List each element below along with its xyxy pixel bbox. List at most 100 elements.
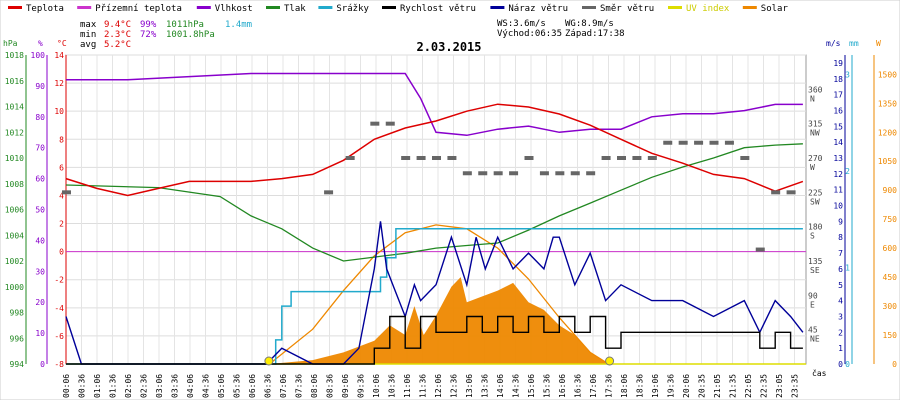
axis-time-tick: 00:06 [62, 374, 71, 398]
stat-min-press: 1001.8hPa [166, 30, 215, 40]
axis-dir-tick: 270 [808, 154, 823, 163]
series-rain [66, 228, 803, 365]
axis-ms-tick: 4 [838, 297, 843, 306]
wind-direction-mark [694, 140, 704, 145]
axis-time-tick: 06:36 [264, 374, 273, 398]
legend-label: Tlak [284, 4, 306, 14]
axis-time-tick: 23:05 [775, 374, 784, 398]
axis-mm-tick: 1 [845, 263, 850, 272]
axis-w-tick: 150 [883, 331, 898, 340]
axis-hpa-tick: 1016 [5, 77, 24, 86]
axis-ms-tick: 19 [833, 59, 843, 68]
axis-time-tick: 05:06 [217, 374, 226, 398]
axis-temp-tick: 4 [59, 191, 64, 200]
axis-ms-tick: 9 [838, 217, 843, 226]
axis-time-tick: 04:36 [202, 374, 211, 398]
axis-hpa-tick: 994 [10, 360, 25, 369]
axis-w-unit: W [876, 39, 881, 48]
legend-swatch [266, 6, 280, 9]
axis-time-tick: 03:06 [155, 374, 164, 398]
series-humidity [66, 72, 803, 137]
axis-temp-tick: 0 [59, 248, 64, 257]
axis-ms-tick: 18 [833, 75, 843, 84]
wind-direction-mark [586, 171, 596, 176]
axis-time-unit: čas [812, 368, 827, 378]
stat-max-temp: 9.4°C [104, 20, 131, 30]
axis-ms-tick: 15 [833, 122, 843, 131]
axis-time-tick: 08:06 [310, 374, 319, 398]
wind-direction-mark [771, 190, 781, 195]
axis-time-tick: 19:36 [667, 374, 676, 398]
axis-time-tick: 04:06 [186, 374, 195, 398]
axis-hpa-tick: 1000 [5, 283, 24, 292]
wind-direction-mark [570, 171, 580, 176]
axis-temp-tick: -8 [54, 360, 64, 369]
axis-time-tick: 12:06 [434, 374, 443, 398]
plot-area [62, 72, 806, 366]
axis-time-tick: 19:06 [651, 374, 660, 398]
axis-pct-tick: 70 [35, 144, 45, 153]
wind-direction-mark [401, 156, 411, 160]
legend: Teplota Přízemní teplota Vlhkost Tlak Srážky… [8, 4, 788, 14]
legend-label: Solar [761, 4, 789, 14]
axis-ms-unit: m/s [826, 39, 841, 48]
sun-marker [264, 356, 274, 366]
wind-direction-mark [62, 190, 71, 195]
axis-time-tick: 07:36 [295, 374, 304, 398]
legend-swatch [382, 6, 396, 9]
axis-time-tick: 10:06 [372, 374, 381, 398]
wind-direction-mark [524, 156, 534, 160]
legend-swatch [668, 6, 682, 9]
wind-direction-mark [385, 121, 395, 126]
axis-ms-tick: 6 [838, 265, 843, 274]
axis-temp-unit: °C [57, 39, 67, 48]
wind-direction-mark [416, 156, 426, 160]
wind-direction-mark [663, 140, 673, 145]
axis-ms-tick: 10 [833, 202, 843, 211]
stat-min-label: min [80, 30, 96, 40]
axis-time-tick: 12:36 [450, 374, 459, 398]
series-pressure [65, 143, 803, 262]
axis-time-tick: 10:36 [388, 374, 397, 398]
axis-temp-tick: -4 [54, 304, 64, 313]
axis-pct-tick: 90 [35, 82, 45, 91]
wind-direction-mark [345, 156, 355, 160]
series-wind-gust [65, 221, 804, 365]
legend-swatch [490, 6, 505, 9]
axis-time-tick: 15:36 [543, 374, 552, 398]
axis-time-tick: 14:06 [496, 374, 505, 398]
wind-direction-mark [539, 171, 549, 176]
axis-time-tick: 22:35 [760, 374, 769, 398]
axis-temp-tick: 10 [54, 107, 64, 116]
legend-swatch [318, 6, 333, 9]
axis-pct-tick: 0 [40, 360, 45, 369]
axis-ms-tick: 13 [833, 154, 843, 163]
axis-w-tick: 300 [883, 302, 898, 311]
axis-w-tick: 1500 [878, 70, 897, 79]
axis-hpa-tick: 1018 [5, 51, 24, 60]
stat-max-hum: 99% [140, 20, 157, 30]
axis-hpa-tick: 998 [10, 309, 25, 318]
axis-dir-tick: 135 [808, 257, 823, 266]
axis-hpa-unit: hPa [3, 39, 18, 48]
axis-time-tick: 02:06 [124, 374, 133, 398]
wind-info: WS:3.6m/s WG:8.9m/s Východ:06:35 Západ:1… [497, 19, 625, 39]
axis-pct-tick: 80 [35, 113, 45, 122]
axis-ms-tick: 0 [838, 360, 843, 369]
axis-hpa-tick: 1004 [5, 231, 24, 240]
axis-time-tick: 11:36 [419, 374, 428, 398]
axis-temp-tick: 8 [59, 135, 64, 144]
axis-dir-label: SW [810, 197, 820, 206]
axis-dir-label: N [810, 94, 815, 103]
axis-time-tick: 21:35 [729, 374, 738, 398]
axis-mm-tick: 3 [845, 70, 850, 79]
axis-pct-tick: 60 [35, 175, 45, 184]
legend-swatch [742, 6, 757, 9]
wind-direction-mark [647, 156, 657, 160]
axis-time-tick: 16:06 [558, 374, 567, 398]
axis-pct-tick: 50 [35, 206, 45, 215]
axis-hpa-tick: 1010 [5, 154, 24, 163]
series-wind-speed [66, 315, 803, 365]
